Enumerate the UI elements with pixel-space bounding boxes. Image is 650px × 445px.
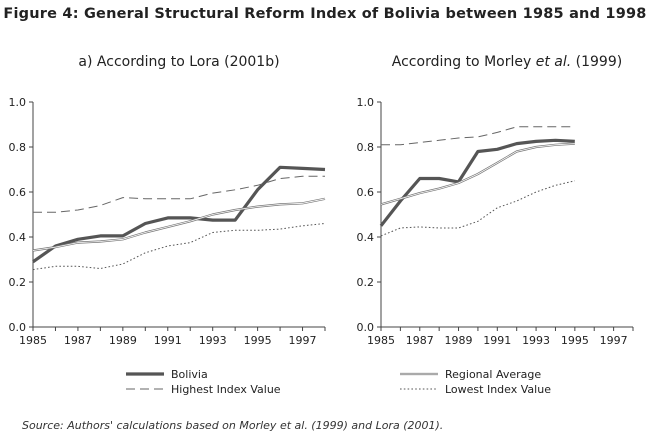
y-tick-label: 0.4 <box>9 231 27 244</box>
x-tick-label: 1993 <box>199 334 227 347</box>
series-line-inner <box>32 198 326 251</box>
x-tick-label: 1997 <box>600 334 628 347</box>
y-tick-label: 0.2 <box>9 276 27 289</box>
x-tick-label: 1987 <box>406 334 434 347</box>
x-tick-label: 1985 <box>19 334 47 347</box>
legend-label: Bolivia <box>171 368 208 381</box>
panel-title: According to Morley et al. (1999) <box>392 54 622 70</box>
legend-label: Regional Average <box>445 368 541 381</box>
x-tick-label: 1993 <box>522 334 550 347</box>
legend-label: Lowest Index Value <box>445 383 551 396</box>
x-tick-label: 1985 <box>367 334 395 347</box>
series-line-bolivia <box>379 138 575 227</box>
figure-title: Figure 4: General Structural Reform Inde… <box>3 6 647 22</box>
series-line-highest-index-value <box>33 175 325 213</box>
x-tick-label: 1997 <box>289 334 317 347</box>
series-line-bolivia <box>32 165 326 264</box>
source-note: Source: Authors' calculations based on M… <box>22 419 444 432</box>
x-tick-label: 1989 <box>109 334 137 347</box>
x-tick-label: 1995 <box>244 334 272 347</box>
y-tick-label: 0.6 <box>9 186 27 199</box>
legend-label: Highest Index Value <box>171 383 281 396</box>
panel-title: a) According to Lora (2001b) <box>78 54 279 70</box>
y-tick-label: 0.4 <box>357 231 375 244</box>
series-line-inner <box>380 143 575 205</box>
series-line-highest-index-value <box>381 126 575 146</box>
y-tick-label: 0.6 <box>357 186 375 199</box>
y-tick-label: 0.0 <box>9 321 27 334</box>
y-tick-label: 1.0 <box>357 96 375 109</box>
y-tick-label: 0.0 <box>357 321 375 334</box>
x-tick-label: 1991 <box>154 334 182 347</box>
series-line-lowest-index-value <box>380 180 575 237</box>
x-tick-label: 1991 <box>483 334 511 347</box>
x-tick-label: 1995 <box>561 334 589 347</box>
y-tick-label: 0.8 <box>9 141 27 154</box>
y-tick-label: 0.8 <box>357 141 375 154</box>
x-tick-label: 1989 <box>445 334 473 347</box>
x-tick-label: 1987 <box>64 334 92 347</box>
y-tick-label: 0.2 <box>357 276 375 289</box>
y-tick-label: 1.0 <box>9 96 27 109</box>
series-line-lowest-index-value <box>32 223 326 271</box>
